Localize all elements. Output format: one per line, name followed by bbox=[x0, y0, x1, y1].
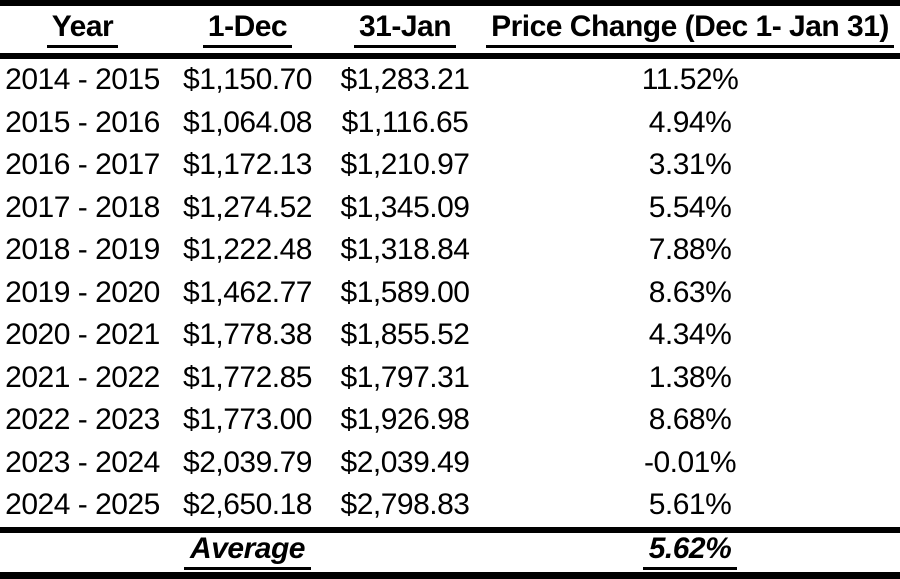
dec1-price-cell: $2,650.18 bbox=[183, 488, 312, 522]
table-row: 2019 - 2020 $1,462.77 $1,589.00 8.63% bbox=[0, 272, 900, 315]
dec1-price-cell: $1,150.70 bbox=[183, 63, 312, 97]
header-jan31: 31-Jan bbox=[330, 11, 480, 48]
table-row: 2022 - 2023 $1,773.00 $1,926.98 8.68% bbox=[0, 399, 900, 442]
footer-average-label: Average bbox=[184, 534, 311, 571]
year-cell: 2020 - 2021 bbox=[5, 318, 160, 352]
jan31-price-cell: $1,797.31 bbox=[340, 360, 470, 394]
header-rule bbox=[0, 53, 900, 59]
table-body: 2014 - 2015 $1,150.70 $1,283.21 11.52% 2… bbox=[0, 59, 900, 527]
footer-average-value: 5.62% bbox=[480, 534, 900, 571]
header-dec1-label: 1-Dec bbox=[202, 11, 293, 48]
table-row: 2021 - 2022 $1,772.85 $1,797.31 1.38% bbox=[0, 357, 900, 400]
table-row: 2023 - 2024 $2,039.79 $2,039.49 -0.01% bbox=[0, 442, 900, 485]
footer-average: Average bbox=[165, 534, 330, 571]
year-cell: 2023 - 2024 bbox=[5, 445, 160, 479]
table-header-row: Year 1-Dec 31-Jan Price Change (Dec 1- J… bbox=[0, 6, 900, 53]
jan31-price-cell: $1,345.09 bbox=[340, 190, 470, 224]
dec1-price-cell: $1,274.52 bbox=[183, 190, 312, 224]
jan31-price-cell: $1,589.00 bbox=[340, 275, 470, 309]
year-cell: 2015 - 2016 bbox=[5, 105, 160, 139]
table-row: 2014 - 2015 $1,150.70 $1,283.21 11.52% bbox=[0, 59, 900, 102]
dec1-price-cell: $1,778.38 bbox=[183, 318, 312, 352]
top-rule bbox=[0, 0, 900, 6]
table-row: 2020 - 2021 $1,778.38 $1,855.52 4.34% bbox=[0, 314, 900, 357]
jan31-price-cell: $1,283.21 bbox=[340, 63, 470, 97]
header-jan31-label: 31-Jan bbox=[353, 11, 457, 48]
header-price-change-label: Price Change (Dec 1- Jan 31) bbox=[486, 11, 894, 48]
price-change-cell: 4.34% bbox=[648, 318, 732, 352]
table-row: 2015 - 2016 $1,064.08 $1,116.65 4.94% bbox=[0, 102, 900, 145]
header-year: Year bbox=[0, 11, 165, 48]
jan31-price-cell: $1,210.97 bbox=[340, 148, 470, 182]
price-change-cell: 11.52% bbox=[641, 63, 739, 97]
header-price-change: Price Change (Dec 1- Jan 31) bbox=[480, 11, 900, 48]
price-change-cell: 5.54% bbox=[648, 190, 732, 224]
year-cell: 2022 - 2023 bbox=[5, 403, 160, 437]
dec1-price-cell: $1,772.85 bbox=[183, 360, 312, 394]
table-row: 2016 - 2017 $1,172.13 $1,210.97 3.31% bbox=[0, 144, 900, 187]
jan31-price-cell: $2,039.49 bbox=[340, 445, 470, 479]
footer-average-value-label: 5.62% bbox=[642, 534, 738, 571]
year-cell: 2018 - 2019 bbox=[5, 233, 160, 267]
footer-rule bbox=[0, 526, 900, 533]
jan31-price-cell: $1,318.84 bbox=[340, 233, 470, 267]
table-row: 2017 - 2018 $1,274.52 $1,345.09 5.54% bbox=[0, 187, 900, 230]
price-change-cell: 4.94% bbox=[648, 105, 732, 139]
price-change-cell: 8.63% bbox=[648, 275, 732, 309]
bottom-rule bbox=[0, 572, 900, 579]
price-change-cell: 3.31% bbox=[648, 148, 732, 182]
dec1-price-cell: $1,462.77 bbox=[183, 275, 312, 309]
year-cell: 2017 - 2018 bbox=[5, 190, 160, 224]
jan31-price-cell: $1,926.98 bbox=[340, 403, 470, 437]
table-footer-row: Average 5.62% bbox=[0, 533, 900, 573]
year-cell: 2014 - 2015 bbox=[5, 63, 160, 97]
table-row: 2024 - 2025 $2,650.18 $2,798.83 5.61% bbox=[0, 484, 900, 527]
header-dec1: 1-Dec bbox=[165, 11, 330, 48]
dec1-price-cell: $1,064.08 bbox=[183, 105, 312, 139]
dec1-price-cell: $1,773.00 bbox=[183, 403, 312, 437]
year-cell: 2024 - 2025 bbox=[5, 488, 160, 522]
price-change-cell: 8.68% bbox=[648, 403, 732, 437]
price-change-cell: -0.01% bbox=[643, 445, 737, 479]
dec1-price-cell: $1,172.13 bbox=[183, 148, 312, 182]
price-change-cell: 1.38% bbox=[648, 360, 732, 394]
header-year-label: Year bbox=[46, 11, 119, 48]
jan31-price-cell: $2,798.83 bbox=[340, 488, 470, 522]
year-cell: 2021 - 2022 bbox=[5, 360, 160, 394]
price-change-cell: 7.88% bbox=[648, 233, 732, 267]
dec1-price-cell: $1,222.48 bbox=[183, 233, 312, 267]
price-change-cell: 5.61% bbox=[648, 488, 732, 522]
dec1-price-cell: $2,039.79 bbox=[183, 445, 312, 479]
jan31-price-cell: $1,855.52 bbox=[340, 318, 470, 352]
year-cell: 2016 - 2017 bbox=[5, 148, 160, 182]
year-cell: 2019 - 2020 bbox=[5, 275, 160, 309]
table-row: 2018 - 2019 $1,222.48 $1,318.84 7.88% bbox=[0, 229, 900, 272]
jan31-price-cell: $1,116.65 bbox=[341, 105, 469, 139]
